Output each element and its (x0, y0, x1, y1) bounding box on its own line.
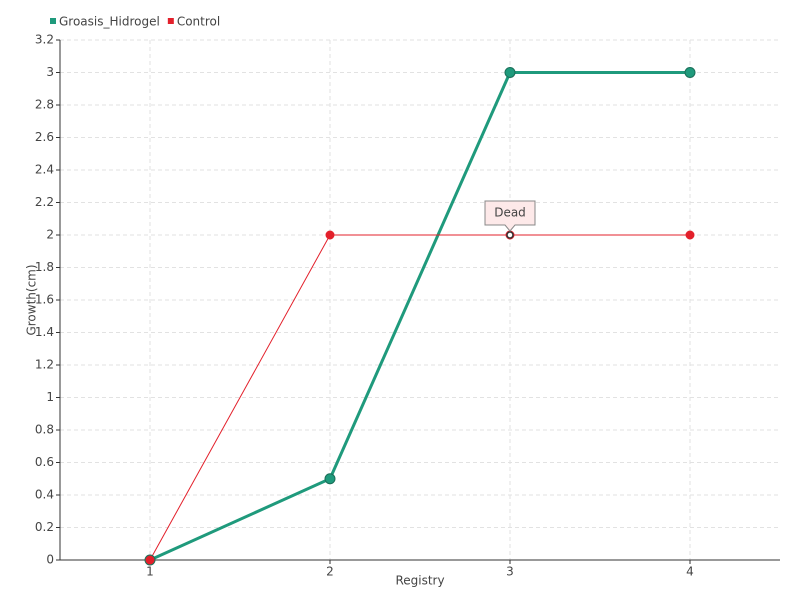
y-tick-label: 0.8 (35, 423, 54, 437)
data-point (145, 555, 155, 565)
y-tick-label: 1.4 (35, 325, 54, 339)
data-point (685, 230, 695, 240)
y-tick-label: 0 (46, 553, 54, 567)
x-tick-label: 1 (146, 565, 154, 579)
y-tick-label: 1 (46, 390, 54, 404)
x-tick-label: 4 (686, 565, 694, 579)
y-tick-label: 1.6 (35, 293, 54, 307)
y-tick-label: 2.8 (35, 98, 54, 112)
y-tick-label: 2 (46, 228, 54, 242)
y-tick-label: 2.2 (35, 195, 54, 209)
y-tick-label: 1.8 (35, 260, 54, 274)
series-line (149, 234, 690, 561)
y-tick-label: 2.6 (35, 130, 54, 144)
x-tick-label: 3 (506, 565, 514, 579)
x-tick-label: 2 (326, 565, 334, 579)
data-point (324, 473, 336, 485)
y-tick-label: 0.6 (35, 455, 54, 469)
annotation-text: Dead (494, 206, 526, 220)
x-axis-label: Registry (395, 574, 444, 588)
y-tick-label: 2.4 (35, 163, 54, 177)
data-point (504, 67, 516, 78)
annotation-marker (506, 231, 514, 239)
y-tick-label: 3 (46, 65, 54, 79)
legend-swatch (50, 18, 56, 24)
legend-label: Control (177, 15, 220, 29)
legend-label: Groasis_Hidrogel (59, 15, 160, 29)
y-tick-label: 0.2 (35, 520, 54, 534)
series-line (149, 71, 690, 562)
data-point (325, 230, 335, 240)
data-point (684, 67, 696, 78)
y-tick-label: 1.2 (35, 358, 54, 372)
annotation-box (484, 200, 536, 232)
y-tick-label: 3.2 (35, 33, 54, 47)
y-tick-label: 0.4 (35, 488, 54, 502)
y-axis-label: Growth(cm) (25, 264, 39, 335)
legend-swatch (167, 18, 174, 24)
